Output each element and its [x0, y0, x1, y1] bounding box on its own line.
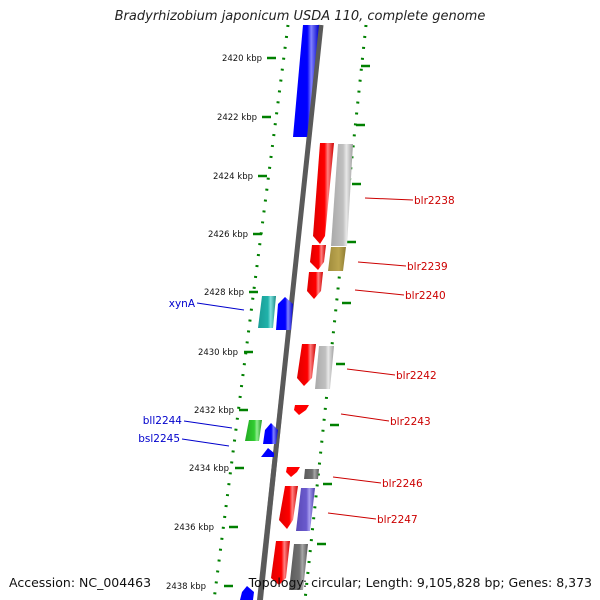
- gene-blr2239[interactable]: [310, 245, 326, 270]
- scale-label: 2436 kbp: [174, 523, 214, 533]
- gene-purple[interactable]: [296, 488, 315, 531]
- gene-bll2244[interactable]: [245, 420, 262, 441]
- leader-blr2239: [357, 261, 407, 267]
- gene-grey-1[interactable]: [331, 144, 353, 246]
- leader-blr2247: [327, 512, 377, 520]
- gene-olive[interactable]: [328, 247, 346, 271]
- gene-bsl2245[interactable]: [261, 448, 274, 457]
- gene-xynA[interactable]: [258, 296, 276, 328]
- gene-blue-bottom[interactable]: [240, 586, 254, 600]
- gene-features: [240, 25, 353, 600]
- scale-label: 2434 kbp: [189, 464, 229, 474]
- gene-red-small[interactable]: [286, 467, 300, 477]
- gene-dark-bottom[interactable]: [289, 544, 308, 590]
- gene-blue-small[interactable]: [263, 423, 278, 444]
- gene-label-blr2238[interactable]: blr2238: [414, 195, 455, 207]
- gene-red-bottom[interactable]: [271, 541, 290, 585]
- gene-label-blr2239[interactable]: blr2239: [407, 261, 448, 273]
- gene-label-blr2242[interactable]: blr2242: [396, 370, 437, 382]
- leader-blr2246: [332, 476, 382, 484]
- gene-label-blr2246[interactable]: blr2246: [382, 478, 423, 490]
- gene-label-bsl2245[interactable]: bsl2245: [138, 433, 180, 445]
- scale-label: 2428 kbp: [204, 288, 244, 298]
- genome-summary-text: Topology: circular; Length: 9,105,828 bp…: [248, 575, 592, 590]
- leader-bll2244: [183, 420, 233, 429]
- gene-blr2240[interactable]: [307, 272, 323, 299]
- leader-blr2242: [346, 368, 396, 376]
- gene-blr2247[interactable]: [279, 486, 298, 529]
- scale-ticks: [224, 56, 370, 588]
- scale-label: 2420 kbp: [222, 54, 262, 64]
- scale-label: 2438 kbp: [166, 582, 206, 592]
- leader-blr2243: [340, 413, 390, 422]
- leader-blr2238: [364, 197, 414, 201]
- gene-label-blr2240[interactable]: blr2240: [405, 290, 446, 302]
- scale-label: 2424 kbp: [213, 172, 253, 182]
- scale-label: 2432 kbp: [194, 406, 234, 416]
- gene-label-xynA[interactable]: xynA: [169, 298, 196, 310]
- scale-label: 2426 kbp: [208, 230, 248, 240]
- gene-blue-mid[interactable]: [276, 297, 293, 330]
- gene-grey-2[interactable]: [315, 346, 334, 389]
- gene-blr2243[interactable]: [294, 405, 309, 415]
- gene-blr2246[interactable]: [304, 469, 319, 479]
- leader-bsl2245: [181, 438, 230, 447]
- gene-blr2242[interactable]: [297, 344, 316, 386]
- leader-blr2240: [354, 289, 405, 296]
- gene-blr2238[interactable]: [313, 143, 334, 244]
- inner-guide-line: [212, 24, 290, 600]
- scale-label: 2430 kbp: [198, 348, 238, 358]
- gene-label-blr2247[interactable]: blr2247: [377, 514, 418, 526]
- gene-label-blr2243[interactable]: blr2243: [390, 416, 431, 428]
- scale-label: 2422 kbp: [217, 113, 257, 123]
- accession-text: Accession: NC_004463: [9, 575, 152, 590]
- gene-blue-large[interactable]: [293, 25, 319, 137]
- leader-xynA: [196, 302, 245, 311]
- gene-label-bll2244[interactable]: bll2244: [143, 415, 183, 427]
- map-title: Bradyrhizobium japonicum USDA 110, compl…: [114, 9, 486, 24]
